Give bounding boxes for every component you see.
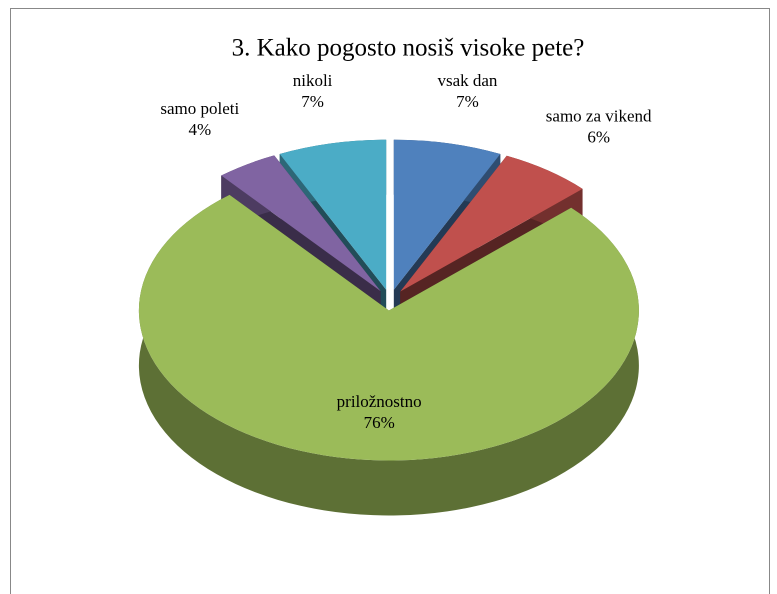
slice-value-label: 7% bbox=[301, 92, 324, 111]
slice-value-label: 7% bbox=[456, 92, 479, 111]
slice-value-label: 76% bbox=[364, 413, 395, 432]
slice-label: priložnostno bbox=[337, 392, 422, 411]
slice bbox=[138, 194, 639, 461]
slice bbox=[279, 139, 387, 290]
slice bbox=[400, 155, 583, 292]
slice-label: nikoli bbox=[293, 71, 333, 90]
slice-value-label: 6% bbox=[587, 128, 610, 147]
slice-label: samo poleti bbox=[160, 99, 239, 118]
slice bbox=[221, 155, 381, 292]
slice-label: samo za vikend bbox=[546, 107, 652, 126]
slice-value-label: 4% bbox=[188, 120, 211, 139]
slice-label: vsak dan bbox=[437, 71, 497, 90]
slice bbox=[393, 139, 501, 290]
chart-title: 3. Kako pogosto nosiš visoke pete? bbox=[232, 35, 585, 62]
